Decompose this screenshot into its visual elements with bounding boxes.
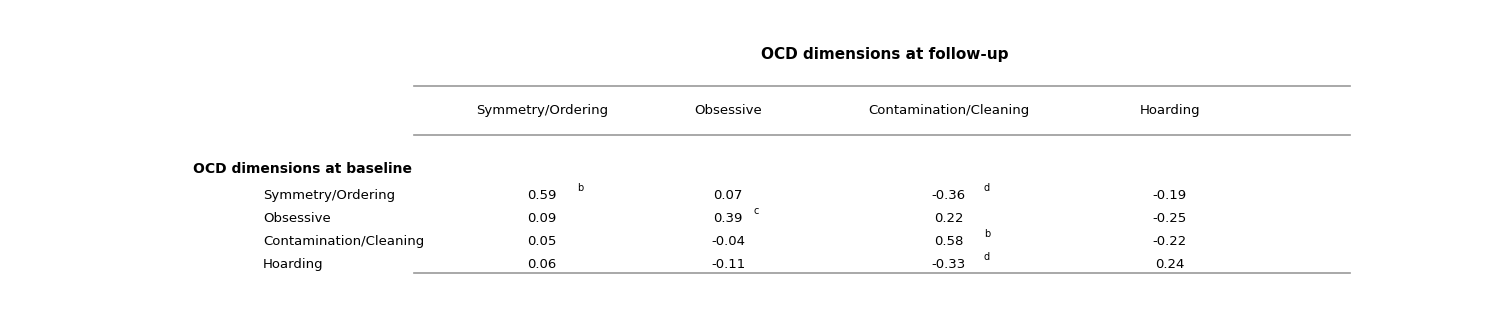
Text: OCD dimensions at baseline: OCD dimensions at baseline (194, 162, 412, 176)
Text: Hoarding: Hoarding (262, 258, 324, 271)
Text: Hoarding: Hoarding (1140, 104, 1200, 117)
Text: -0.36: -0.36 (932, 189, 966, 202)
Text: 0.24: 0.24 (1155, 258, 1185, 271)
Text: OCD dimensions at follow-up: OCD dimensions at follow-up (760, 47, 1008, 62)
Text: 0.22: 0.22 (934, 212, 963, 225)
Text: d: d (984, 183, 990, 193)
Text: -0.19: -0.19 (1152, 189, 1186, 202)
Text: 0.58: 0.58 (934, 235, 963, 248)
Text: -0.04: -0.04 (711, 235, 746, 248)
Text: b: b (578, 183, 584, 193)
Text: d: d (984, 252, 990, 262)
Text: 0.09: 0.09 (528, 212, 556, 225)
Text: Obsessive: Obsessive (262, 212, 332, 225)
Text: 0.06: 0.06 (528, 258, 556, 271)
Text: -0.11: -0.11 (711, 258, 746, 271)
Text: Obsessive: Obsessive (694, 104, 762, 117)
Text: c: c (753, 206, 759, 216)
Text: -0.22: -0.22 (1152, 235, 1186, 248)
Text: -0.25: -0.25 (1152, 212, 1186, 225)
Text: Contamination/Cleaning: Contamination/Cleaning (262, 235, 424, 248)
Text: Contamination/Cleaning: Contamination/Cleaning (868, 104, 1029, 117)
Text: Symmetry/Ordering: Symmetry/Ordering (262, 189, 394, 202)
Text: 0.07: 0.07 (714, 189, 742, 202)
Text: -0.33: -0.33 (932, 258, 966, 271)
Text: 0.39: 0.39 (714, 212, 742, 225)
Text: 0.05: 0.05 (528, 235, 556, 248)
Text: 0.59: 0.59 (528, 189, 556, 202)
Text: b: b (984, 229, 990, 239)
Text: Symmetry/Ordering: Symmetry/Ordering (476, 104, 608, 117)
